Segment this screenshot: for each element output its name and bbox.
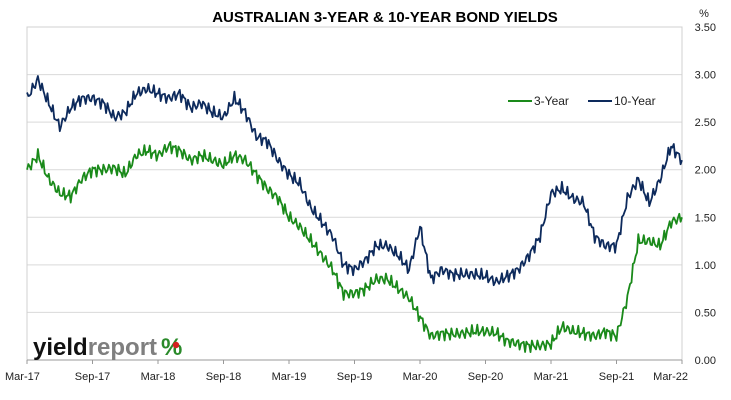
x-tick-label: Mar-18 bbox=[141, 371, 176, 383]
x-tick-label: Sep-18 bbox=[206, 371, 241, 383]
logo-word-report: report bbox=[88, 334, 157, 361]
x-tick-label: Sep-19 bbox=[337, 371, 372, 383]
x-tick-label: Sep-21 bbox=[599, 371, 634, 383]
chart-title: AUSTRALIAN 3-YEAR & 10-YEAR BOND YIELDS bbox=[212, 9, 558, 26]
y-tick-labels: 0.00 0.50 1.00 1.50 2.00 2.50 3.00 3.50 bbox=[695, 22, 716, 367]
logo-percent-symbol: % bbox=[161, 334, 182, 361]
x-tick-label: Mar-19 bbox=[272, 371, 307, 383]
x-tick-label: Sep-20 bbox=[468, 371, 503, 383]
y-tick-label: 3.00 bbox=[695, 70, 716, 82]
y-tick-label: 2.50 bbox=[695, 117, 716, 129]
y-tick-label: 0.50 bbox=[695, 307, 716, 319]
y-tick-label: 3.50 bbox=[695, 22, 716, 34]
x-tick-label: Mar-20 bbox=[403, 371, 438, 383]
x-tick-label: Mar-17 bbox=[5, 371, 40, 383]
series-line-10-year bbox=[26, 75, 683, 287]
y-tick-label: 0.00 bbox=[695, 355, 716, 367]
legend: 3-Year 10-Year bbox=[508, 94, 656, 108]
y-tick-label: 1.00 bbox=[695, 260, 716, 272]
logo-word-yield: yield bbox=[33, 334, 88, 361]
yieldreport-logo: yieldreport% bbox=[33, 334, 182, 361]
legend-label-10-year: 10-Year bbox=[614, 94, 656, 108]
series-line-3-year bbox=[26, 141, 683, 353]
svg-text:yieldreport%: yieldreport% bbox=[33, 334, 182, 361]
x-tick-label: Mar-21 bbox=[534, 371, 569, 383]
x-tick-label: Sep-17 bbox=[75, 371, 110, 383]
legend-label-3-year: 3-Year bbox=[534, 94, 569, 108]
logo-red-dot bbox=[172, 341, 180, 349]
series-lines bbox=[26, 75, 683, 353]
y-tick-label: 1.50 bbox=[695, 212, 716, 224]
y-tick-label: 2.00 bbox=[695, 165, 716, 177]
y-axis-unit: % bbox=[699, 8, 709, 20]
plot-area-border bbox=[26, 26, 683, 361]
x-tick-label: Mar-22 bbox=[653, 371, 688, 383]
x-tick-labels: Mar-17 Sep-17 Mar-18 Sep-18 Mar-19 Sep-19 Mar-… bbox=[5, 360, 688, 383]
